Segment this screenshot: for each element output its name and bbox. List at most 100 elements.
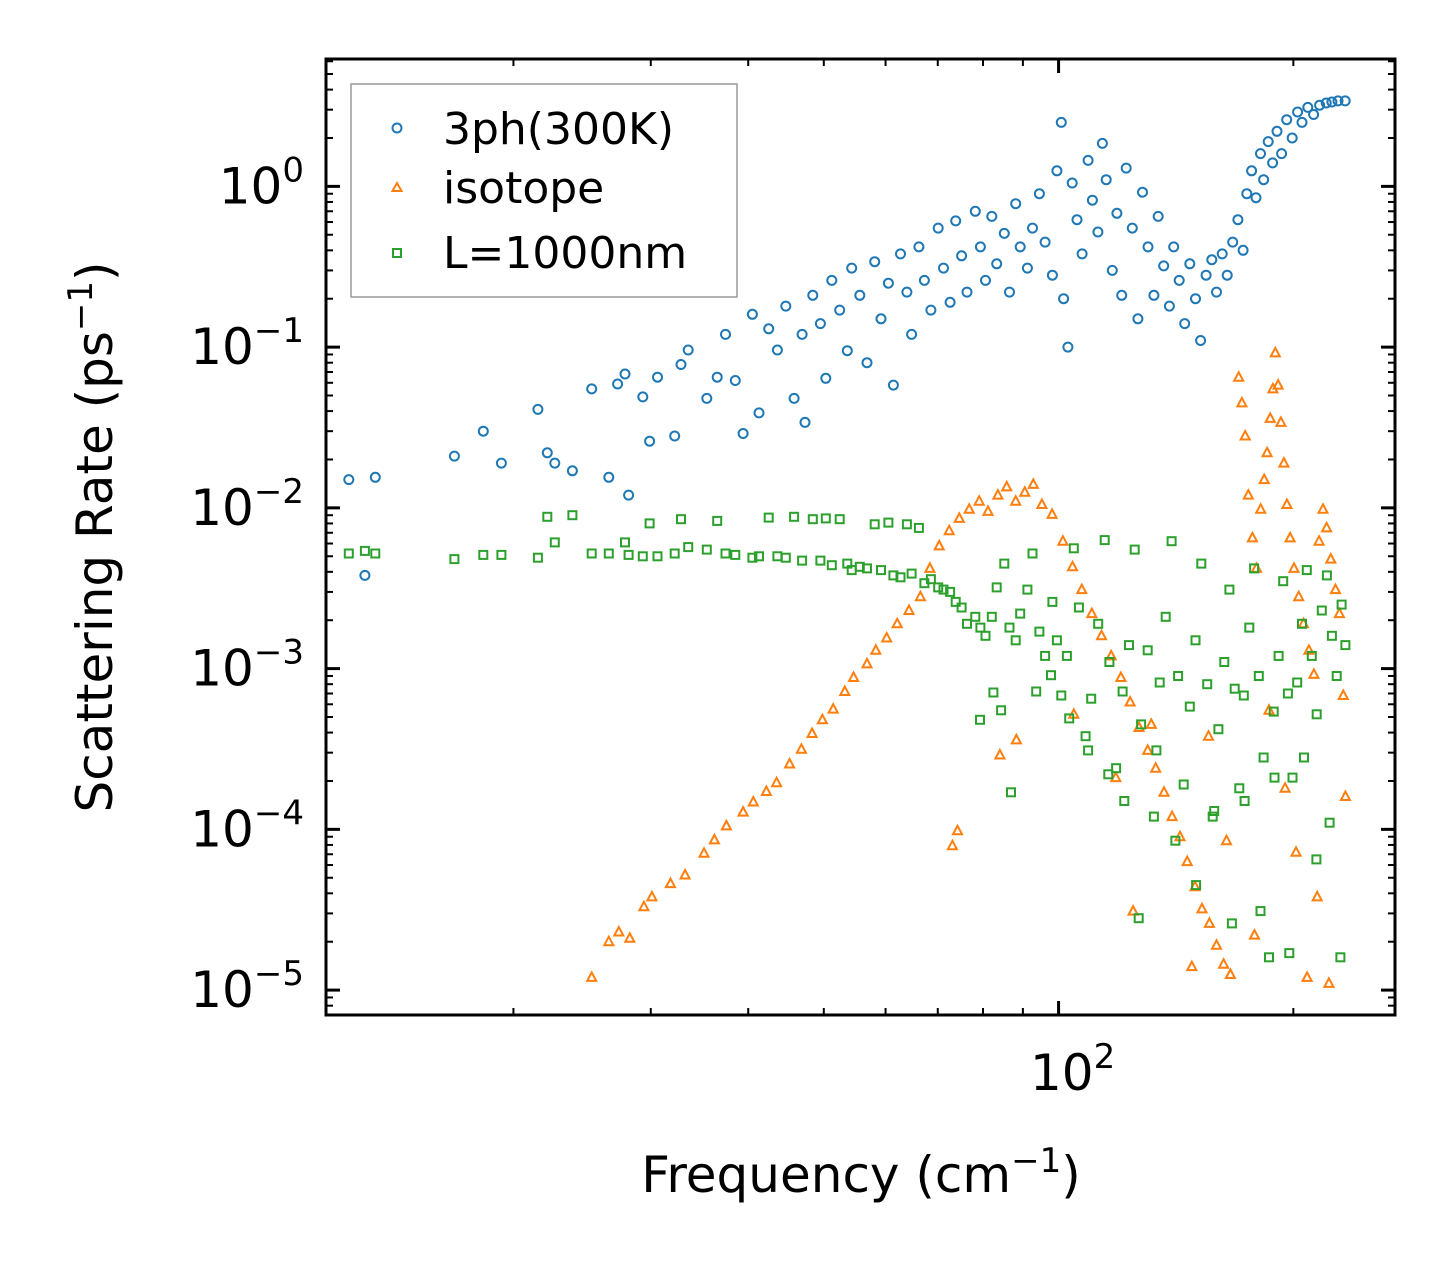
data-point [820, 513, 831, 524]
data-point [1166, 536, 1177, 547]
data-point [669, 430, 681, 442]
data-point [359, 545, 370, 556]
data-point [796, 328, 808, 340]
data-point [1246, 165, 1258, 177]
data-point [1010, 635, 1021, 646]
data-point [1203, 916, 1216, 928]
data-point [991, 258, 1003, 270]
data-point [795, 742, 808, 754]
data-point [961, 286, 973, 298]
data-point [1066, 559, 1079, 572]
data-point [999, 558, 1010, 569]
data-point [585, 970, 598, 982]
data-point [973, 494, 986, 506]
y-tick-label: 10−2 [190, 472, 304, 537]
data-point [619, 368, 631, 380]
data-point [826, 560, 837, 571]
data-point [1299, 752, 1309, 763]
data-point [1258, 752, 1269, 763]
data-point [925, 574, 936, 585]
series-1 [585, 345, 1352, 988]
data-point [1116, 289, 1128, 301]
data-point [883, 517, 894, 528]
data-point [906, 568, 917, 579]
data-point [1163, 300, 1175, 312]
data-point [1151, 745, 1162, 756]
data-point [1148, 811, 1159, 822]
data-point [1035, 497, 1049, 509]
data-point [783, 756, 796, 769]
data-point [1336, 599, 1347, 610]
data-point [612, 924, 625, 937]
data-point [1010, 198, 1022, 210]
data-point [1196, 558, 1207, 569]
data-point [1158, 260, 1170, 272]
data-point [1117, 686, 1128, 697]
data-point [623, 489, 635, 501]
data-point [1339, 95, 1351, 107]
data-point [343, 548, 354, 559]
data-point [1103, 769, 1114, 780]
data-point [1104, 657, 1115, 667]
data-point [532, 552, 543, 563]
y-tick-label: 10−1 [190, 311, 304, 376]
data-point [1286, 132, 1298, 144]
data-point [981, 504, 995, 516]
data-point [1082, 154, 1094, 166]
data-point [1255, 906, 1266, 917]
data-point [1047, 596, 1058, 607]
data-point [797, 555, 808, 566]
data-point [1195, 901, 1209, 914]
data-point [567, 510, 578, 521]
data-point [1076, 248, 1088, 260]
data-point [1075, 582, 1088, 595]
data-point [708, 832, 721, 845]
data-point [683, 542, 694, 553]
data-point [1099, 535, 1110, 546]
data-point [1276, 148, 1288, 160]
data-point [736, 804, 750, 817]
data-point [1039, 236, 1051, 248]
data-point [602, 934, 615, 947]
data-point [1071, 214, 1083, 226]
data-point [1302, 101, 1314, 113]
data-point [1329, 582, 1342, 595]
data-point [1210, 938, 1223, 950]
data-point [669, 548, 680, 559]
data-point [945, 586, 956, 597]
data-point [1148, 289, 1160, 301]
data-point [1096, 137, 1108, 149]
y-axis-label-text: Scattering Rate (ps [66, 331, 124, 812]
data-point [799, 416, 811, 428]
data-point [1200, 269, 1212, 281]
data-point [1168, 241, 1180, 253]
y-tick-label: 10−4 [190, 793, 304, 858]
data-point [623, 931, 636, 943]
data-point [1292, 589, 1305, 602]
data-point [1009, 494, 1022, 506]
data-point [1114, 670, 1128, 682]
data-point [1333, 606, 1346, 619]
x-tick-label: 102 [1030, 1037, 1115, 1102]
data-point [1160, 611, 1171, 622]
data-point [1326, 96, 1338, 108]
data-point [720, 548, 731, 559]
data-point [1267, 157, 1279, 169]
data-point [1149, 761, 1162, 773]
data-point [1232, 370, 1245, 382]
y-axis-label-sup: −1 [61, 281, 101, 331]
x-axis-label: Frequency (cm−1) [641, 1141, 1081, 1204]
data-point [838, 684, 851, 696]
data-point [1040, 650, 1051, 661]
data-point [1297, 618, 1307, 629]
data-point [1181, 854, 1194, 867]
data-point [814, 318, 826, 330]
data-point [996, 705, 1007, 716]
data-point [1123, 694, 1137, 707]
data-point [1086, 693, 1097, 704]
data-point [1278, 576, 1289, 587]
data-point [1132, 313, 1144, 325]
data-point [566, 465, 578, 477]
data-point [902, 603, 916, 615]
